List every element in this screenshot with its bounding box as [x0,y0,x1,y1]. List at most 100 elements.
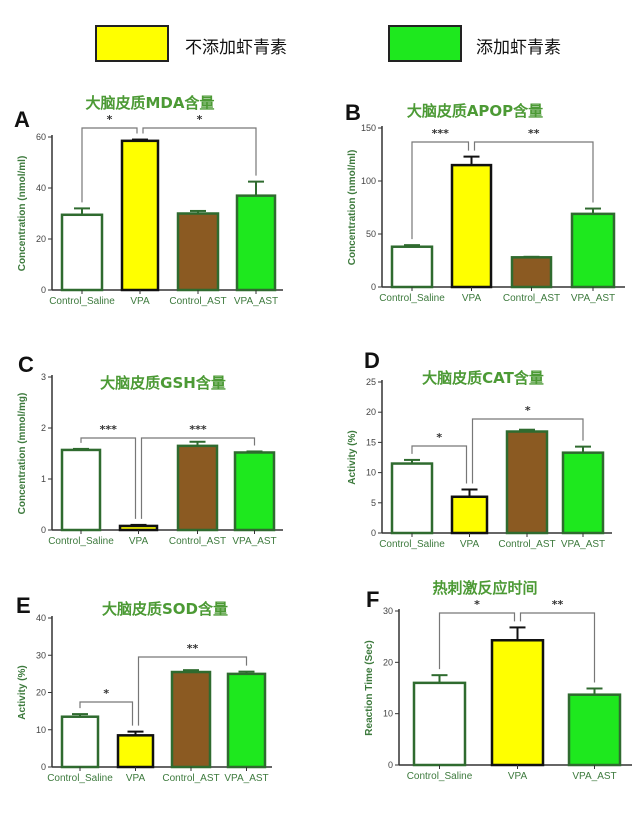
significance-bracket [80,437,137,519]
x-tick-label: VPA_AST [572,771,616,782]
chart-title: 大脑皮质APOP含量 [407,102,543,120]
x-tick-label: Control_AST [169,296,226,307]
bar-vpa-ast [226,672,267,769]
bar-vpa-ast [233,451,276,532]
y-tick-label: 100 [361,176,376,186]
legend: 不添加虾青素 添加虾青素 [0,0,640,90]
panel-D: D 大脑皮质CAT含量 0 5 10 15 20 25 Activity (%) Control_… [347,348,612,550]
panel-A: A 大脑皮质MDA含量 0 20 40 60 Concentration (nmol/ml)… [14,94,283,307]
panel-B: B 大脑皮质APOP含量 0 50 100 150 Concentration (nmol/… [345,100,625,304]
y-tick-label: 30 [36,650,46,660]
y-axis-label: Concentration (nmol/ml) [17,156,28,272]
x-tick-label: Control_AST [503,293,560,304]
x-tick-label: Control_Saline [47,773,113,784]
bar-control-ast [176,212,220,292]
y-tick-label: 40 [36,183,46,193]
y-tick-label: 150 [361,123,376,133]
bar-vpa [116,734,155,769]
bar-control-saline [60,213,104,292]
y-tick-label: 10 [383,709,393,719]
x-tick-label: VPA [130,296,150,307]
y-tick-label: 10 [36,725,46,735]
legend-swatch-no-astaxanthin [95,25,169,62]
chart-title: 热刺激反应时间 [432,579,537,597]
y-tick-label: 5 [371,498,376,508]
significance-label: * [197,113,203,126]
y-axis-label: Concentration (nmol/ml) [347,150,358,266]
y-tick-label: 50 [366,229,376,239]
panel-letter: E [16,593,31,618]
y-tick-label: 2 [41,423,46,433]
y-tick-label: 0 [371,528,376,538]
legend-label-no-astaxanthin: 不添加虾青素 [185,38,287,58]
significance-label: ** [187,642,199,655]
significance-bracket [411,141,470,240]
significance-bracket [473,141,594,203]
significance-label: *** [432,127,450,140]
panel-letter: F [366,587,379,612]
significance-bracket [140,437,256,519]
significance-label: *** [189,423,207,436]
panel-F: F 热刺激反应时间 0 10 20 30 Reaction Time (Sec) Contro… [364,579,632,782]
chart-title: 大脑皮质SOD含量 [102,600,228,618]
y-tick-label: 0 [371,282,376,292]
significance-label: * [436,431,442,444]
significance-label: *** [100,423,118,436]
significance-bracket [438,612,516,670]
chart-title: 大脑皮质GSH含量 [100,374,226,392]
legend-label-astaxanthin: 添加虾青素 [476,38,561,58]
panel-letter: A [14,107,30,132]
y-tick-label: 20 [36,234,46,244]
x-tick-label: Control_Saline [379,539,445,550]
y-tick-label: 20 [383,657,393,667]
x-tick-label: VPA [462,293,482,304]
bar-vpa [490,639,545,767]
bar-vpa-ast [570,212,616,289]
y-tick-label: 25 [366,377,376,387]
bar-control-saline [390,462,434,535]
y-axis-label: Concentration (mmol/mg) [17,393,28,515]
x-tick-label: VPA [460,539,480,550]
x-tick-label: VPA_AST [232,536,276,547]
y-tick-label: 20 [366,407,376,417]
significance-label: ** [552,598,564,611]
significance-bracket [137,656,248,726]
significance-label: * [474,598,480,611]
significance-bracket [81,127,138,203]
x-tick-label: Control_Saline [49,296,115,307]
x-tick-label: Control_Saline [48,536,114,547]
panel-C: C 大脑皮质GSH含量 0 1 2 3 Concentration (mmol/mg) Con… [17,352,283,547]
significance-label: ** [528,127,540,140]
y-tick-label: 3 [41,372,46,382]
x-tick-label: Control_Saline [379,293,445,304]
significance-label: * [103,687,109,700]
x-tick-label: Control_Saline [407,771,473,782]
chart-title: 大脑皮质MDA含量 [86,94,215,112]
bar-vpa [120,139,160,292]
x-tick-label: VPA_AST [561,539,605,550]
significance-bracket [142,127,257,176]
bar-vpa-ast [561,451,605,535]
significance-bracket [411,445,468,484]
bar-control-saline [390,245,434,289]
y-axis-label: Activity (%) [347,430,358,484]
y-tick-label: 60 [36,132,46,142]
panel-letter: C [18,352,34,377]
y-axis-label: Activity (%) [17,665,28,719]
significance-bracket [79,701,134,726]
panel-letter: B [345,100,361,125]
x-tick-label: VPA [126,773,146,784]
bar-control-ast [505,430,549,535]
x-tick-label: VPA [129,536,149,547]
x-tick-label: Control_AST [498,539,555,550]
bar-control-ast [170,670,212,769]
chart-title: 大脑皮质CAT含量 [422,369,544,387]
bar-vpa [450,163,493,289]
bar-control-ast [510,256,553,289]
bar-vpa-ast [235,194,277,292]
x-tick-label: VPA_AST [234,296,278,307]
y-tick-label: 0 [388,760,393,770]
y-tick-label: 40 [36,613,46,623]
bar-control-saline [60,448,102,532]
